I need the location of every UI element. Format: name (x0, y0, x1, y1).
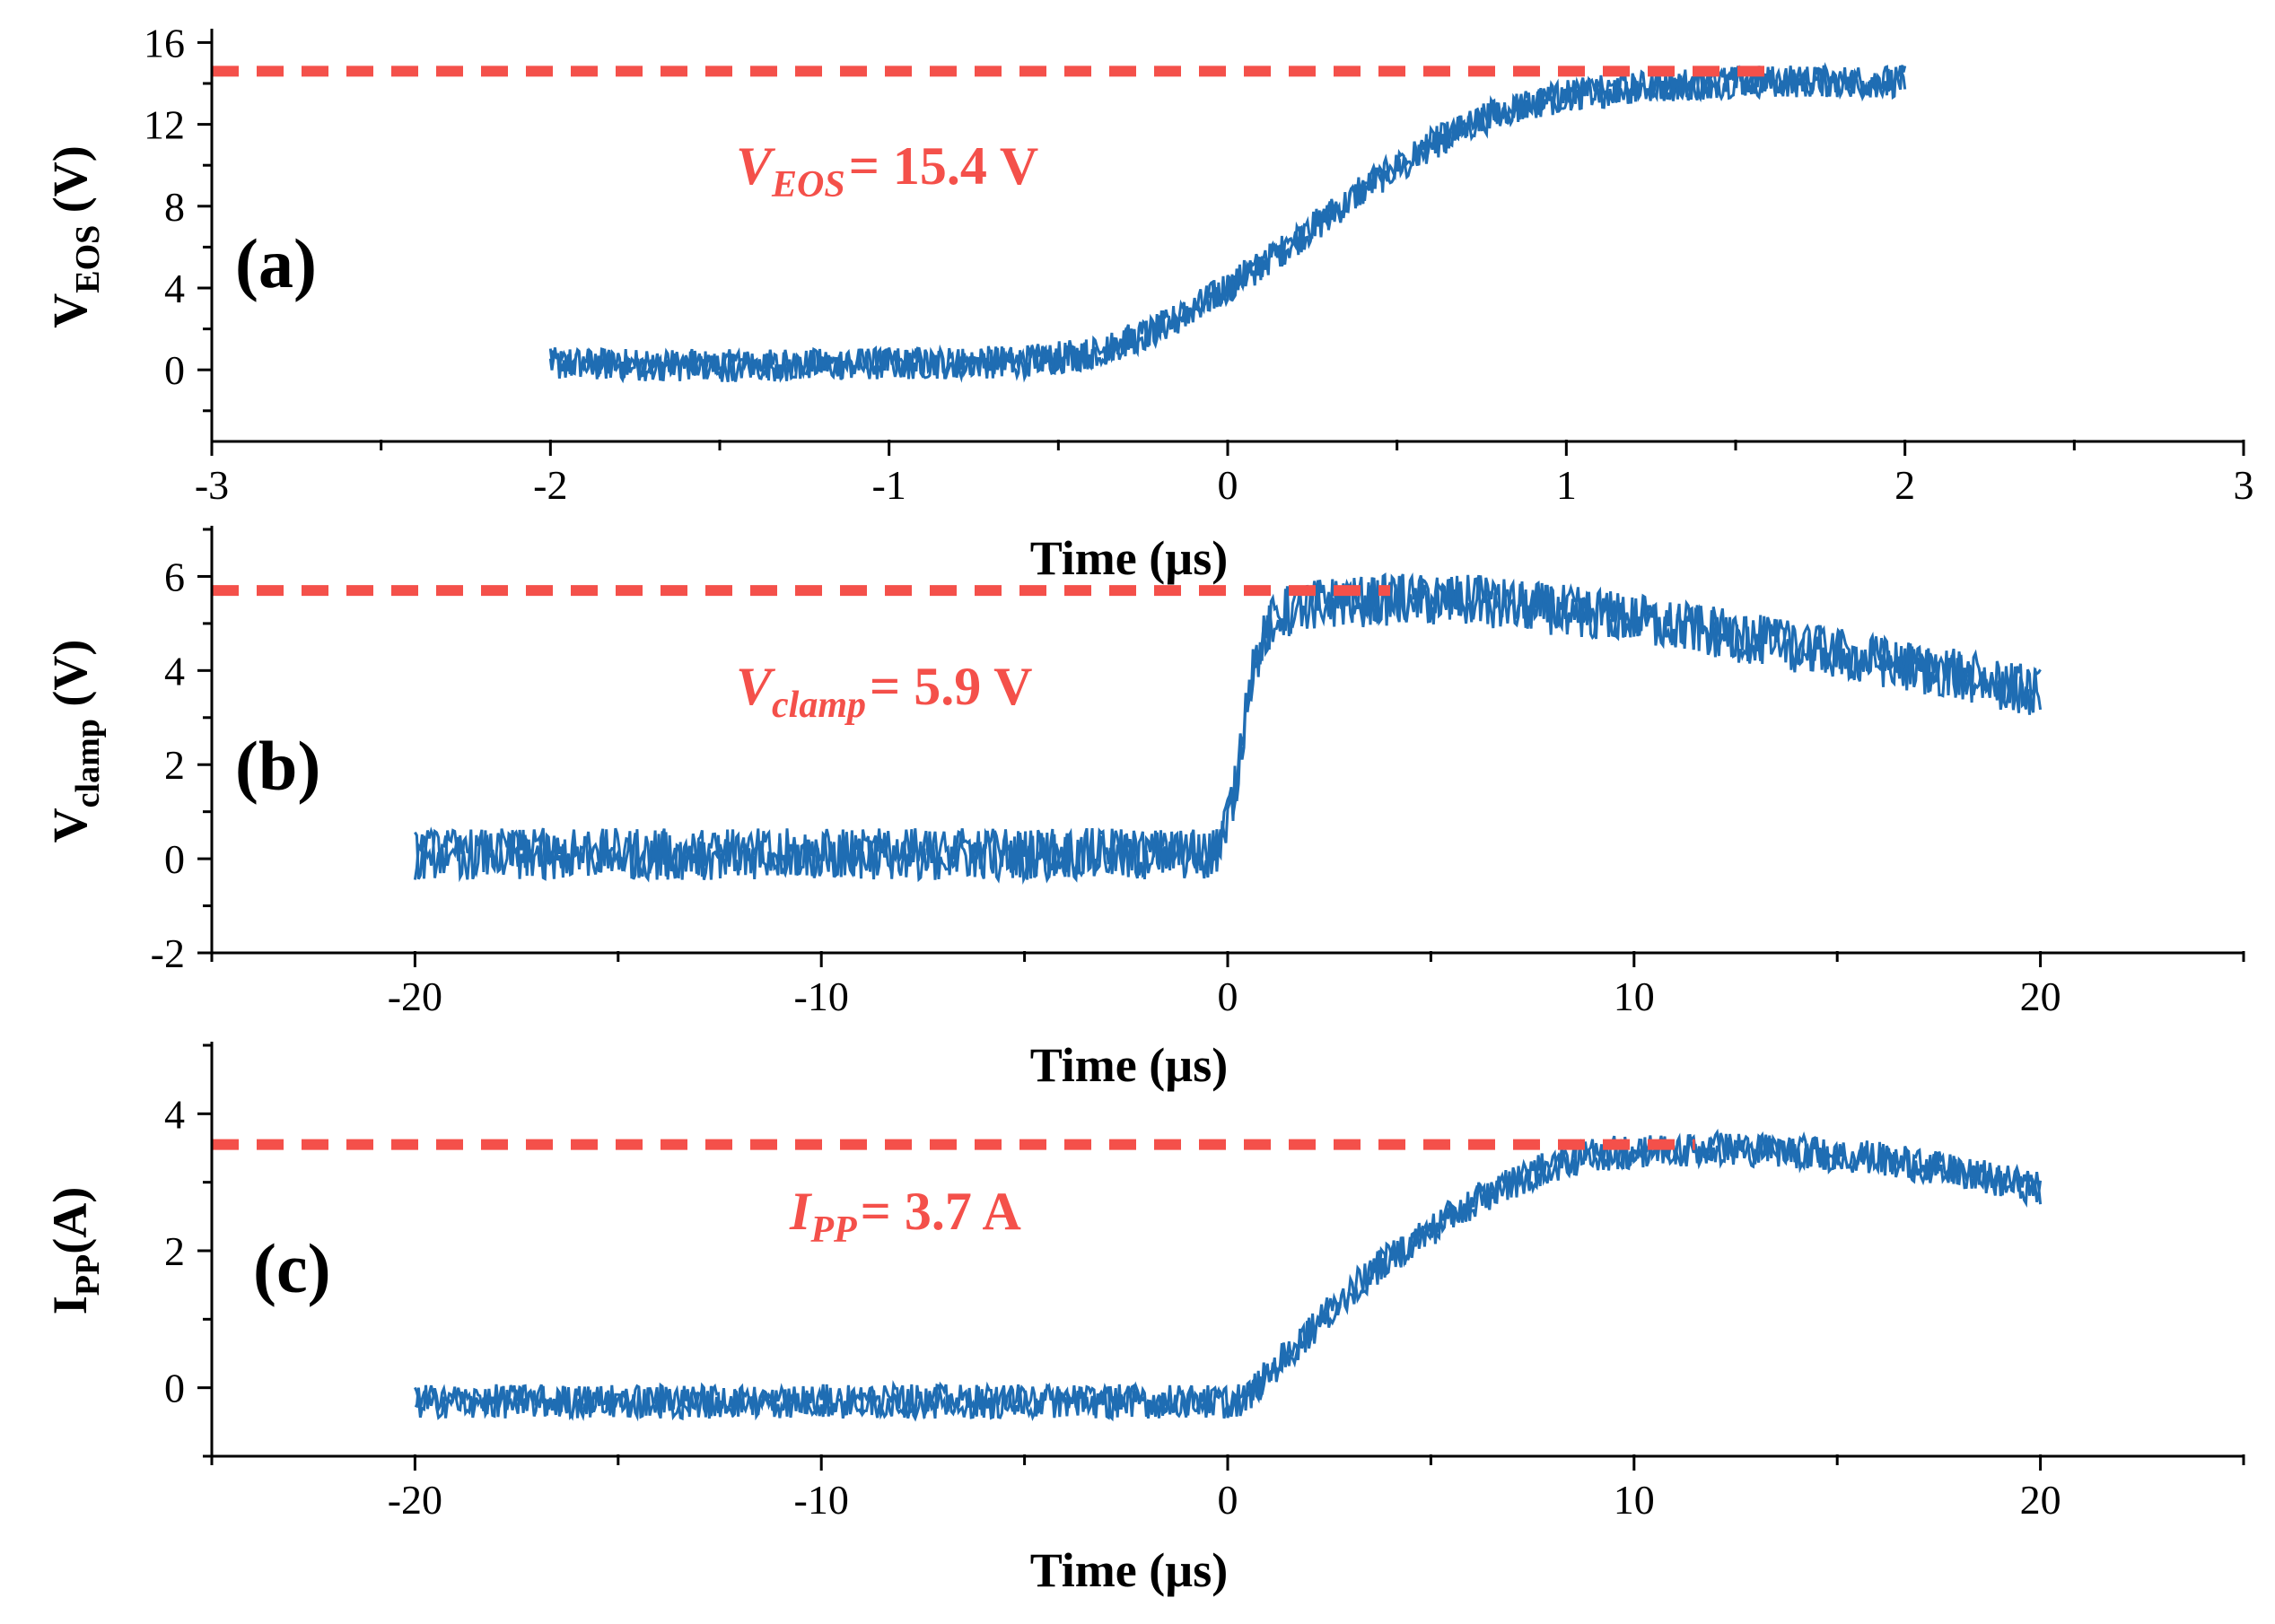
series-line-I_PP (414, 1132, 2043, 1422)
y-tick-label: 4 (164, 648, 185, 694)
annotation: IPP= 3.7 A (789, 1182, 1021, 1251)
x-tick-label: -3 (195, 462, 229, 508)
y-tick-label: 4 (164, 1091, 185, 1137)
x-tick-label: -20 (388, 974, 442, 1019)
annotation-var-sub: EOS (771, 164, 845, 205)
x-tick-label: 20 (2020, 974, 2061, 1019)
y-tick-label: -2 (151, 930, 185, 976)
y-tick-label: 0 (164, 347, 185, 393)
x-axis-title: Time (µs) (1030, 531, 1229, 585)
annotation: VEOS= 15.4 V (736, 136, 1038, 205)
x-tick-label: 20 (2020, 1477, 2061, 1523)
y-axis-title: IPP(A) (43, 1187, 107, 1314)
annotation-value: = 5.9 V (870, 657, 1032, 716)
series-line-I_PP-noise (414, 1128, 2043, 1422)
x-tick-label: 10 (1614, 1477, 1655, 1523)
annotation-var: V (736, 657, 776, 716)
x-tick-label: -2 (533, 462, 567, 508)
x-tick-label: -20 (388, 1477, 442, 1523)
annotation-value: = 15.4 V (849, 136, 1038, 196)
series-line-V_clamp-noise (413, 573, 2043, 883)
x-tick-label: 10 (1614, 974, 1655, 1019)
x-tick-label: 0 (1218, 462, 1238, 508)
panel-label: (c) (253, 1229, 331, 1307)
series-line-V_clamp (414, 572, 2042, 886)
y-axis-title-sub: EOS (69, 225, 107, 293)
x-axis-title: Time (µs) (1030, 1543, 1229, 1597)
x-tick-label: 2 (1894, 462, 1915, 508)
y-tick-label: 16 (144, 20, 185, 65)
y-axis-title-unit: (V) (43, 145, 97, 224)
y-tick-label: 4 (164, 266, 185, 311)
x-tick-label: 3 (2234, 462, 2254, 508)
annotation-var: V (736, 136, 776, 196)
y-axis-title-sub: clamp (69, 719, 107, 808)
x-axis-title: Time (µs) (1030, 1038, 1229, 1092)
y-axis-title-main: V (43, 808, 97, 843)
y-axis-title-main: I (43, 1296, 97, 1314)
y-tick-label: 0 (164, 836, 185, 882)
annotation-var-sub: clamp (772, 685, 866, 726)
annotation-var-sub: PP (809, 1209, 857, 1251)
annotation-var: I (789, 1182, 813, 1241)
y-axis-title-unit: (A) (43, 1187, 97, 1254)
x-tick-label: 0 (1218, 974, 1238, 1019)
x-tick-label: 1 (1556, 462, 1577, 508)
panel-label: (a) (235, 224, 317, 302)
x-tick-label: -10 (794, 1477, 849, 1523)
series-line-V_EOS-noise (548, 65, 1907, 384)
y-tick-label: 2 (164, 1228, 185, 1274)
y-axis-title: VEOS (V) (43, 145, 107, 328)
y-axis-title-main: V (43, 293, 97, 328)
y-tick-label: 8 (164, 184, 185, 230)
y-axis-title-sub: PP (69, 1254, 107, 1296)
annotation: Vclamp= 5.9 V (736, 657, 1032, 726)
annotation-value: = 3.7 A (861, 1182, 1021, 1241)
y-tick-label: 12 (144, 102, 185, 148)
y-axis-title-unit: (V) (43, 640, 97, 719)
y-tick-label: 6 (164, 554, 185, 599)
y-tick-label: 0 (164, 1366, 185, 1411)
x-tick-label: -10 (794, 974, 849, 1019)
y-tick-label: 2 (164, 742, 185, 788)
x-tick-label: 0 (1218, 1477, 1238, 1523)
series-line-V_EOS (548, 62, 1907, 383)
x-tick-label: -1 (872, 462, 906, 508)
panel-label: (b) (235, 727, 320, 805)
y-axis-title: Vclamp (V) (43, 640, 107, 843)
